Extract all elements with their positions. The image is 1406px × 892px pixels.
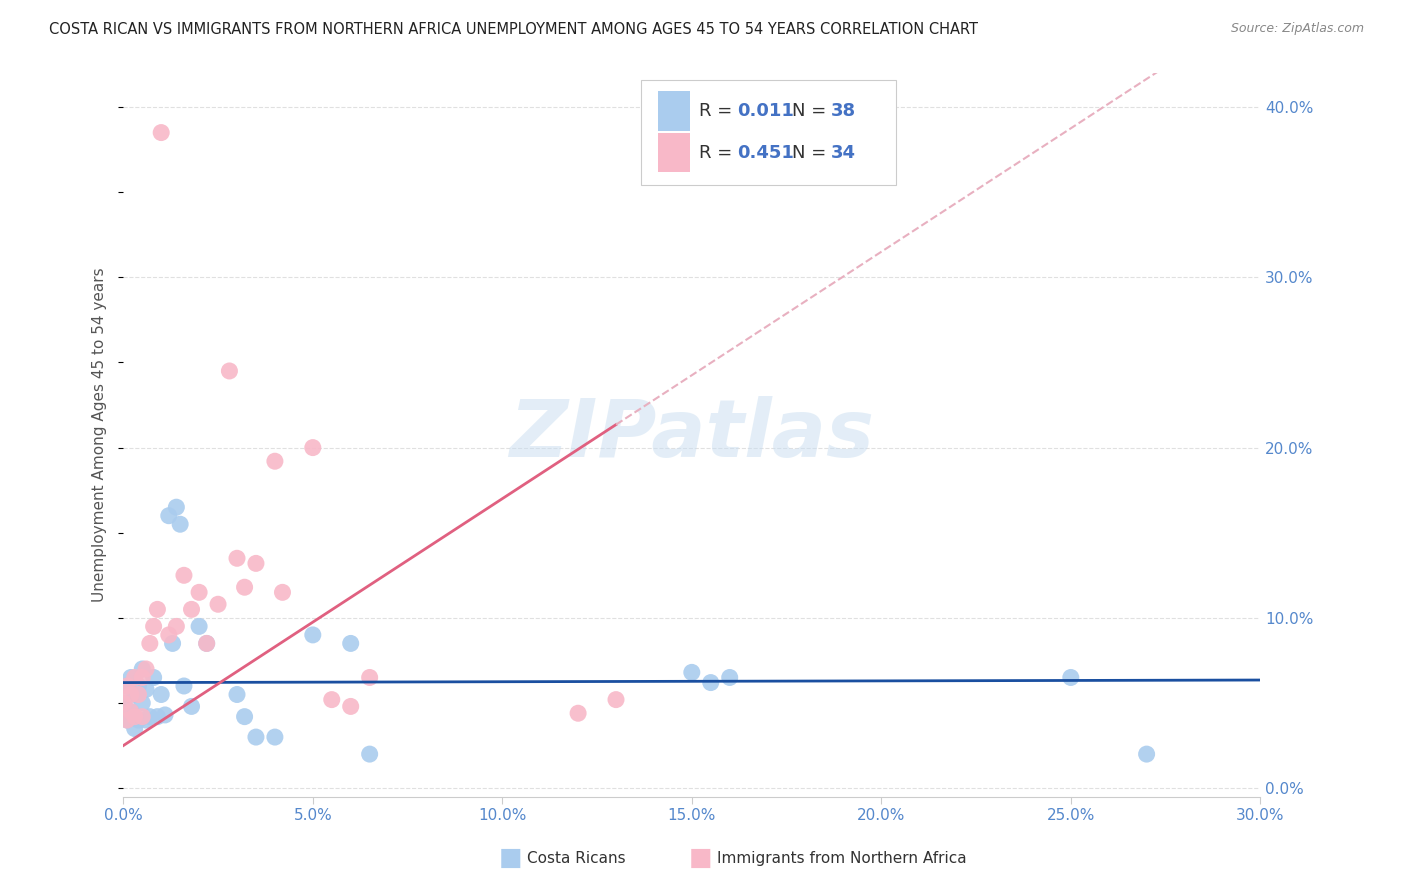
Point [700, 675, 723, 690]
Point [165, 500, 187, 515]
Text: ■: ■ [499, 847, 523, 870]
Point [124, 688, 146, 702]
Point [127, 688, 149, 702]
Text: R =: R = [699, 144, 738, 161]
Text: COSTA RICAN VS IMMIGRANTS FROM NORTHERN AFRICA UNEMPLOYMENT AMONG AGES 45 TO 54 : COSTA RICAN VS IMMIGRANTS FROM NORTHERN … [49, 22, 979, 37]
Text: N =: N = [792, 103, 832, 120]
Point [135, 662, 157, 676]
Text: ■: ■ [689, 847, 713, 870]
Point [264, 454, 287, 468]
Y-axis label: Unemployment Among Ages 45 to 54 years: Unemployment Among Ages 45 to 54 years [93, 268, 107, 602]
Point [359, 747, 381, 761]
Point [321, 692, 343, 706]
Point [245, 557, 267, 571]
Point [131, 662, 153, 676]
Text: R =: R = [699, 103, 738, 120]
Point [124, 671, 146, 685]
Point [131, 671, 153, 685]
Point [124, 709, 146, 723]
Point [115, 713, 138, 727]
Point [120, 705, 142, 719]
Point [146, 709, 169, 723]
Point [157, 508, 180, 523]
Point [681, 665, 703, 680]
Point [131, 709, 153, 723]
Point [173, 568, 195, 582]
FancyBboxPatch shape [641, 80, 897, 186]
Point [233, 580, 256, 594]
Point [180, 699, 202, 714]
Point [135, 713, 157, 727]
Point [127, 713, 149, 727]
Point [112, 696, 135, 710]
Point [115, 713, 138, 727]
Point [195, 636, 218, 650]
Point [139, 709, 162, 723]
Point [339, 636, 361, 650]
Point [188, 619, 211, 633]
Point [718, 671, 741, 685]
Point [124, 722, 146, 736]
Point [233, 709, 256, 723]
Point [120, 705, 142, 719]
Point [180, 602, 202, 616]
Point [1136, 747, 1159, 761]
Point [146, 602, 169, 616]
Text: Costa Ricans: Costa Ricans [527, 851, 626, 865]
FancyBboxPatch shape [658, 92, 689, 131]
Point [1060, 671, 1083, 685]
Point [245, 730, 267, 744]
Point [153, 708, 176, 723]
Text: Immigrants from Northern Africa: Immigrants from Northern Africa [717, 851, 967, 865]
Text: 0.011: 0.011 [737, 103, 794, 120]
Point [120, 671, 142, 685]
Point [139, 636, 162, 650]
Point [195, 636, 218, 650]
Point [150, 126, 173, 140]
Point [150, 688, 173, 702]
Point [131, 696, 153, 710]
Point [301, 441, 323, 455]
Point [567, 706, 589, 721]
Point [188, 585, 211, 599]
Point [157, 628, 180, 642]
Point [120, 688, 142, 702]
Text: Source: ZipAtlas.com: Source: ZipAtlas.com [1230, 22, 1364, 36]
Point [264, 730, 287, 744]
Point [165, 619, 187, 633]
Point [173, 679, 195, 693]
Point [339, 699, 361, 714]
Text: 0.451: 0.451 [737, 144, 794, 161]
Point [142, 619, 165, 633]
Point [359, 671, 381, 685]
Point [271, 585, 294, 599]
FancyBboxPatch shape [658, 133, 689, 172]
Point [169, 517, 191, 532]
Point [115, 679, 138, 693]
Point [142, 671, 165, 685]
Point [226, 688, 249, 702]
Point [207, 597, 229, 611]
Point [226, 551, 249, 566]
Point [127, 679, 149, 693]
Point [112, 696, 135, 710]
Text: ZIPatlas: ZIPatlas [509, 396, 875, 474]
Text: N =: N = [792, 144, 832, 161]
Point [162, 636, 184, 650]
Point [135, 682, 157, 697]
Point [218, 364, 240, 378]
Text: 38: 38 [831, 103, 856, 120]
Point [115, 679, 138, 693]
Text: 34: 34 [831, 144, 855, 161]
Point [301, 628, 323, 642]
Point [605, 692, 627, 706]
